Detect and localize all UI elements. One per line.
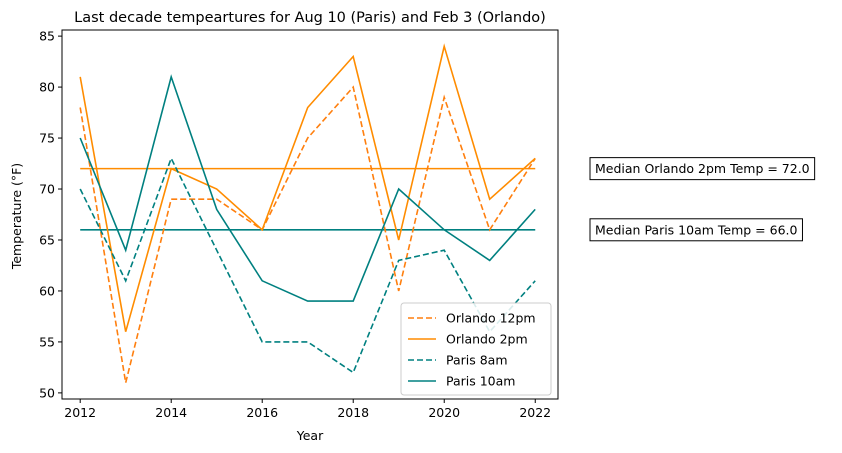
x-tick-label: 2020 [428, 405, 460, 420]
median-annotation-box [589, 218, 803, 242]
series-line-paris-10am [79, 74, 536, 302]
median-annotation-box [589, 157, 816, 181]
median-annotation: Median Orlando 2pm Temp = 72.0 [589, 157, 816, 181]
series-line-orlando-12pm [79, 85, 536, 383]
chart-title: Last decade tempeartures for Aug 10 (Par… [74, 10, 546, 26]
y-tick-label: 85 [39, 29, 55, 44]
median-annotation-text: Median Paris 10am Temp = 66.0 [595, 222, 798, 237]
x-tick-label: 2012 [64, 405, 96, 420]
x-tick-label: 2014 [155, 405, 187, 420]
legend-entry-label: Paris 10am [446, 374, 515, 389]
legend-entry-label: Paris 8am [446, 353, 508, 368]
y-tick-label: 50 [39, 385, 55, 400]
annotations: Median Orlando 2pm Temp = 72.0 Median Par… [589, 157, 816, 242]
legend: Orlando 12pm Orlando 2pm Paris 8am Paris 10… [400, 302, 552, 396]
x-tick-label: 2022 [519, 405, 551, 420]
plot-frame [61, 29, 559, 400]
y-tick-label: 80 [39, 80, 55, 95]
plot-area: 2012 2014 2016 2018 2020 2022 50 55 60 65 70 75 80 85 [39, 29, 559, 420]
legend-entry-label: Orlando 12pm [446, 311, 536, 326]
x-tick-label: 2016 [246, 405, 278, 420]
y-tick-label: 65 [39, 232, 55, 247]
y-tick-label: 70 [39, 182, 55, 197]
series-line-paris-8am [79, 156, 536, 374]
y-axis-label: Temperature (°F) [9, 163, 24, 270]
y-tick-label: 60 [39, 283, 55, 298]
y-tick-label: 55 [39, 334, 55, 349]
median-annotation: Median Paris 10am Temp = 66.0 [589, 218, 803, 242]
x-axis-label: Year [296, 428, 324, 443]
legend-frame [400, 302, 552, 396]
series-line-orlando-2pm [79, 43, 536, 332]
legend-entry-label: Orlando 2pm [446, 332, 528, 347]
x-tick-label: 2018 [337, 405, 369, 420]
median-annotation-text: Median Orlando 2pm Temp = 72.0 [595, 161, 810, 176]
y-tick-label: 75 [39, 131, 55, 146]
